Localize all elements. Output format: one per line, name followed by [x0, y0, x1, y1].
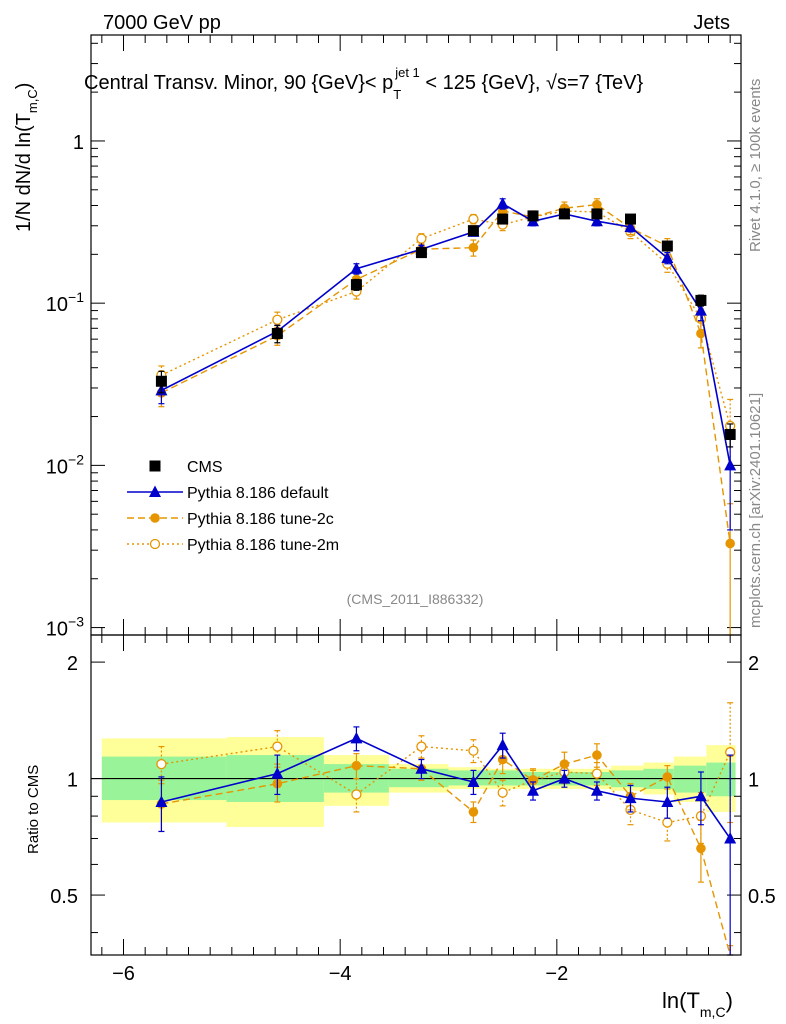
ratio-point-def — [155, 795, 168, 807]
ratio-point-t2c — [351, 760, 362, 771]
main-point-cms — [591, 208, 603, 220]
ratio-point-t2c — [696, 843, 706, 854]
category-label: Jets — [693, 12, 730, 34]
main-point-def — [624, 220, 637, 232]
main-point-cms — [155, 375, 167, 387]
ratio-panel-frame — [90, 634, 742, 956]
legend-marker-def — [149, 485, 161, 497]
legend: CMS Pythia 8.186 default Pythia 8.186 tune… — [127, 459, 339, 554]
ratio-point-def — [415, 762, 428, 774]
main-point-cms — [661, 240, 673, 252]
ratio-ytick-label-right: 1 — [748, 770, 759, 792]
ratio-point-def — [590, 784, 603, 796]
main-point-def — [724, 458, 737, 471]
ratio-point-def — [661, 795, 674, 807]
ratio-ytick-label-right: 0.5 — [748, 886, 776, 908]
ratio-point-t2c — [559, 759, 570, 769]
main-point-cms — [271, 328, 283, 340]
main-point-t2c — [696, 328, 706, 339]
main-point-def — [496, 197, 509, 209]
main-ytick-label: 10−2 — [46, 451, 84, 478]
ratio-point-def — [624, 791, 637, 804]
data-series — [155, 197, 737, 956]
main-point-cms — [527, 210, 539, 222]
main-point-cms — [467, 225, 479, 237]
main-point-t2c — [468, 242, 479, 253]
ratio-y-axis-label: Ratio to CMS — [25, 765, 42, 854]
ratio-point-t2m — [351, 789, 362, 800]
main-point-cms — [350, 279, 362, 291]
main-ytick-label: 10−3 — [46, 614, 84, 641]
ratio-point-t2c — [497, 754, 508, 765]
ratio-point-t2m — [156, 758, 167, 770]
main-ytick-label: 10−1 — [46, 289, 84, 316]
main-point-def — [694, 304, 707, 316]
legend-marker-cms — [149, 460, 161, 472]
main-point-t2c — [725, 538, 735, 549]
ratio-ytick-label-left: 0.5 — [50, 886, 78, 908]
series-cms — [155, 208, 736, 448]
ratio-point-def — [694, 789, 707, 802]
ratio-point-t2c — [662, 772, 673, 782]
main-point-cms — [625, 213, 636, 225]
main-point-def — [350, 262, 363, 274]
ratio-point-t2c — [468, 807, 479, 817]
ratio-point-t2m — [416, 741, 427, 752]
uncertainty-bands — [91, 737, 741, 827]
ratio-point-t2c — [592, 750, 602, 760]
legend-label-t2m: Pythia 8.186 tune-2m — [187, 537, 339, 554]
main-point-cms — [415, 247, 427, 259]
mcplots-caption: mcplots.cern.ch [arXiv:2401.10621] — [747, 393, 764, 628]
series-def — [155, 197, 737, 956]
ratio-ytick-label-left: 1 — [67, 770, 78, 792]
main-point-t2m — [468, 213, 479, 225]
legend-label-cms: CMS — [187, 459, 223, 476]
ratio-point-def — [467, 775, 480, 787]
xtick-label: −2 — [545, 963, 568, 985]
ratio-point-def — [496, 738, 509, 751]
ratio-point-t2c — [528, 775, 538, 786]
main-point-cms — [724, 428, 736, 440]
rivet-caption: Rivet 4.1.0, ≥ 100k events — [747, 79, 764, 252]
ratio-ytick-label-right: 2 — [748, 653, 759, 675]
xtick-label: −6 — [112, 963, 135, 985]
main-point-t2m — [272, 314, 283, 325]
plot-title: Central Transv. Minor, 90 {GeV}< pTjet 1… — [84, 65, 643, 102]
main-ytick-label: 1 — [73, 132, 84, 154]
legend-label-t2c: Pythia 8.186 tune-2c — [187, 511, 334, 528]
x-axis-label: ln(Tm,C) — [662, 988, 733, 1020]
series-t2c — [156, 198, 735, 956]
band-inner-5 — [489, 770, 519, 786]
analysis-tag: (CMS_2011_I886332) — [347, 591, 484, 607]
energy-label: 7000 GeV pp — [103, 12, 221, 34]
legend-marker-t2m — [149, 538, 161, 550]
main-line-t2m — [161, 210, 731, 427]
main-y-axis-label: 1/N dN/d ln(Tm,C) — [13, 83, 40, 232]
legend-label-def: Pythia 8.186 default — [187, 485, 329, 502]
main-point-cms — [558, 208, 570, 220]
ratio-point-t2m — [591, 768, 603, 779]
ratio-point-def — [271, 767, 284, 779]
legend-marker-t2c — [150, 513, 160, 523]
main-point-cms — [695, 294, 707, 306]
ratio-point-def — [350, 731, 363, 744]
xtick-label: −4 — [329, 963, 352, 985]
ratio-point-t2m — [468, 745, 479, 756]
main-point-t2c — [592, 199, 602, 210]
ratio-point-t2m — [272, 741, 283, 752]
ratio-ytick-label-left: 2 — [67, 653, 78, 675]
ratio-point-def — [724, 832, 737, 844]
main-line-def — [161, 202, 731, 466]
main-point-def — [590, 214, 603, 227]
ratio-point-t2m — [662, 817, 673, 828]
main-point-cms — [497, 213, 509, 225]
ratio-point-def — [527, 784, 539, 796]
main-point-def — [661, 251, 674, 263]
main-point-t2m — [416, 233, 427, 244]
band-inner-12 — [706, 762, 736, 797]
ratio-point-t2m — [497, 787, 508, 798]
ratio-point-def — [558, 772, 571, 784]
tick-labels: 10−3 10−2 10−1 1 0.5 0.5 1 1 2 2 −6 −4 −2 — [46, 132, 776, 985]
